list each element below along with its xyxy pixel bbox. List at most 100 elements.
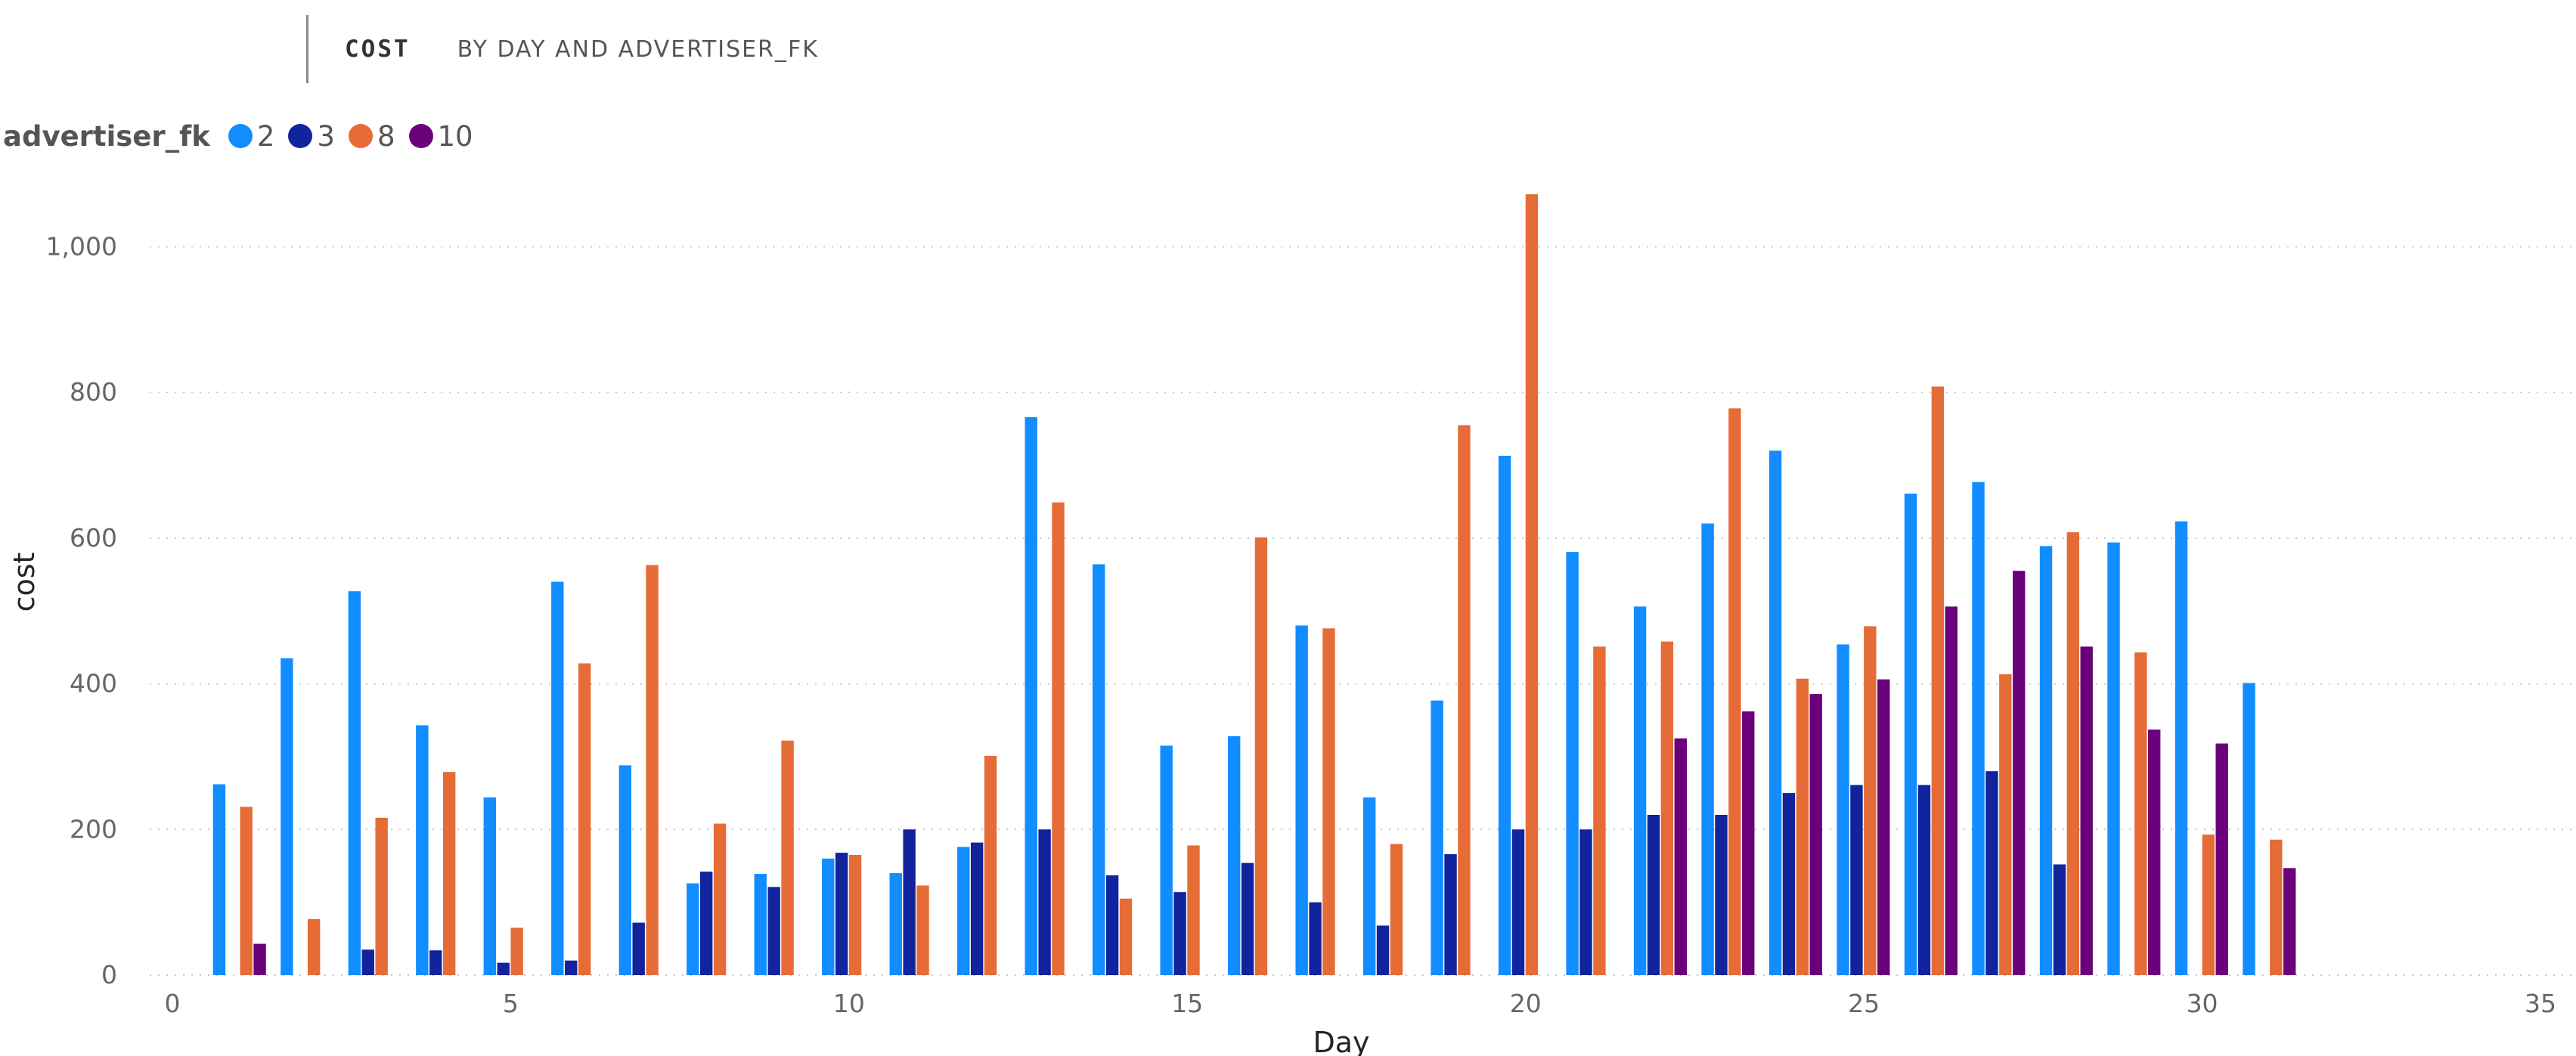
bar-series-2-day-30[interactable] bbox=[2175, 521, 2188, 975]
bar-series-8-day-5[interactable] bbox=[510, 927, 523, 975]
bar-series-3-day-17[interactable] bbox=[1309, 902, 1322, 975]
bar-series-8-day-9[interactable] bbox=[781, 740, 794, 975]
bar-series-2-day-9[interactable] bbox=[754, 874, 767, 975]
bar-series-10-day-23[interactable] bbox=[1742, 711, 1755, 975]
bar-series-3-day-23[interactable] bbox=[1715, 815, 1728, 975]
bar-series-2-day-11[interactable] bbox=[889, 873, 902, 975]
bar-series-2-day-17[interactable] bbox=[1295, 625, 1308, 975]
bar-series-3-day-5[interactable] bbox=[497, 962, 510, 975]
bar-series-2-day-25[interactable] bbox=[1837, 644, 1849, 975]
bar-series-2-day-6[interactable] bbox=[551, 581, 564, 975]
bar-series-3-day-9[interactable] bbox=[767, 887, 780, 975]
bar-series-3-day-12[interactable] bbox=[970, 842, 984, 975]
bar-series-2-day-2[interactable] bbox=[281, 658, 293, 975]
bar-series-8-day-11[interactable] bbox=[916, 885, 929, 975]
bar-series-10-day-25[interactable] bbox=[1877, 679, 1890, 975]
bar-series-8-day-2[interactable] bbox=[307, 918, 321, 975]
bar-series-2-day-24[interactable] bbox=[1768, 451, 1782, 975]
bar-series-3-day-13[interactable] bbox=[1038, 829, 1051, 975]
bar-series-8-day-1[interactable] bbox=[240, 807, 253, 975]
bar-series-8-day-27[interactable] bbox=[1999, 674, 2012, 975]
bar-series-8-day-13[interactable] bbox=[1052, 502, 1065, 975]
bar-series-8-day-18[interactable] bbox=[1390, 844, 1403, 975]
legend-item-8[interactable]: 8 bbox=[348, 120, 395, 153]
bar-series-8-day-4[interactable] bbox=[442, 772, 456, 975]
bar-series-2-day-5[interactable] bbox=[483, 797, 497, 975]
bar-series-2-day-14[interactable] bbox=[1093, 564, 1105, 975]
bar-series-2-day-21[interactable] bbox=[1566, 552, 1579, 975]
bar-series-3-day-15[interactable] bbox=[1173, 892, 1186, 975]
bar-series-8-day-6[interactable] bbox=[578, 663, 591, 975]
bar-series-2-day-1[interactable] bbox=[212, 784, 226, 975]
bar-series-2-day-12[interactable] bbox=[957, 847, 970, 975]
bar-series-3-day-16[interactable] bbox=[1241, 862, 1254, 975]
bar-series-10-day-29[interactable] bbox=[2147, 729, 2161, 975]
legend-item-10[interactable]: 10 bbox=[408, 120, 473, 153]
bar-series-3-day-24[interactable] bbox=[1782, 793, 1796, 975]
bar-series-8-day-15[interactable] bbox=[1187, 845, 1200, 975]
bar-series-8-day-25[interactable] bbox=[1864, 626, 1877, 975]
bar-series-3-day-10[interactable] bbox=[835, 853, 848, 975]
bar-series-3-day-19[interactable] bbox=[1444, 854, 1457, 975]
bar-series-8-day-8[interactable] bbox=[713, 823, 727, 975]
bar-series-10-day-28[interactable] bbox=[2080, 646, 2093, 975]
bar-series-3-day-4[interactable] bbox=[429, 950, 442, 975]
bar-series-3-day-3[interactable] bbox=[361, 949, 374, 975]
bar-series-2-day-20[interactable] bbox=[1498, 455, 1511, 975]
bar-series-3-day-28[interactable] bbox=[2053, 864, 2066, 975]
bar-series-2-day-7[interactable] bbox=[618, 765, 632, 975]
bar-series-8-day-28[interactable] bbox=[2066, 532, 2079, 975]
bar-series-3-day-21[interactable] bbox=[1579, 829, 1592, 975]
bar-series-8-day-21[interactable] bbox=[1593, 646, 1606, 975]
bar-series-2-day-13[interactable] bbox=[1025, 417, 1037, 975]
bar-series-8-day-19[interactable] bbox=[1458, 425, 1471, 975]
bar-series-2-day-10[interactable] bbox=[822, 858, 835, 975]
bar-series-8-day-14[interactable] bbox=[1119, 898, 1133, 975]
bar-series-3-day-22[interactable] bbox=[1647, 815, 1660, 975]
bar-series-8-day-7[interactable] bbox=[646, 565, 659, 975]
bar-series-8-day-17[interactable] bbox=[1322, 628, 1335, 975]
bar-series-3-day-14[interactable] bbox=[1105, 875, 1119, 975]
bar-series-3-day-26[interactable] bbox=[1917, 785, 1931, 975]
bar-series-3-day-11[interactable] bbox=[903, 829, 916, 975]
bar-series-2-day-18[interactable] bbox=[1362, 797, 1376, 975]
bar-series-8-day-30[interactable] bbox=[2202, 835, 2215, 975]
bar-series-8-day-24[interactable] bbox=[1796, 678, 1809, 975]
bar-series-2-day-23[interactable] bbox=[1701, 523, 1714, 975]
bar-series-2-day-22[interactable] bbox=[1633, 606, 1647, 975]
bar-series-2-day-19[interactable] bbox=[1431, 700, 1443, 975]
bar-series-10-day-1[interactable] bbox=[253, 943, 266, 975]
bar-series-8-day-10[interactable] bbox=[848, 855, 862, 975]
bar-series-10-day-22[interactable] bbox=[1674, 738, 1687, 975]
bar-series-2-day-8[interactable] bbox=[687, 883, 699, 975]
bar-series-2-day-27[interactable] bbox=[1972, 482, 1985, 975]
bar-series-2-day-4[interactable] bbox=[416, 725, 429, 975]
legend-item-2[interactable]: 2 bbox=[228, 120, 274, 153]
bar-series-8-day-3[interactable] bbox=[375, 817, 388, 975]
bar-series-10-day-31[interactable] bbox=[2283, 868, 2296, 975]
bar-series-2-day-16[interactable] bbox=[1227, 735, 1241, 975]
bar-series-8-day-29[interactable] bbox=[2134, 652, 2147, 975]
bar-series-2-day-3[interactable] bbox=[348, 591, 361, 975]
bar-series-8-day-22[interactable] bbox=[1660, 641, 1674, 975]
bar-series-3-day-27[interactable] bbox=[1985, 771, 1998, 975]
bar-series-10-day-24[interactable] bbox=[1809, 694, 1822, 975]
bar-series-3-day-25[interactable] bbox=[1850, 785, 1863, 975]
bar-series-8-day-12[interactable] bbox=[984, 755, 997, 975]
bar-series-8-day-26[interactable] bbox=[1931, 386, 1945, 975]
bar-series-2-day-28[interactable] bbox=[2039, 546, 2053, 975]
bar-series-8-day-16[interactable] bbox=[1254, 537, 1268, 975]
bar-series-3-day-8[interactable] bbox=[699, 872, 713, 975]
bar-series-8-day-20[interactable] bbox=[1525, 194, 1539, 975]
bar-series-10-day-30[interactable] bbox=[2215, 743, 2228, 975]
bar-series-8-day-23[interactable] bbox=[1728, 408, 1741, 975]
bar-series-2-day-26[interactable] bbox=[1904, 494, 1917, 975]
bar-series-10-day-27[interactable] bbox=[2013, 571, 2026, 975]
bar-series-10-day-26[interactable] bbox=[1945, 606, 1958, 975]
bar-series-2-day-15[interactable] bbox=[1160, 745, 1173, 975]
bar-series-3-day-18[interactable] bbox=[1376, 925, 1390, 975]
legend-item-3[interactable]: 3 bbox=[288, 120, 335, 153]
bar-series-2-day-31[interactable] bbox=[2243, 683, 2255, 975]
bar-series-3-day-6[interactable] bbox=[565, 960, 578, 975]
bar-series-8-day-31[interactable] bbox=[2270, 839, 2283, 975]
